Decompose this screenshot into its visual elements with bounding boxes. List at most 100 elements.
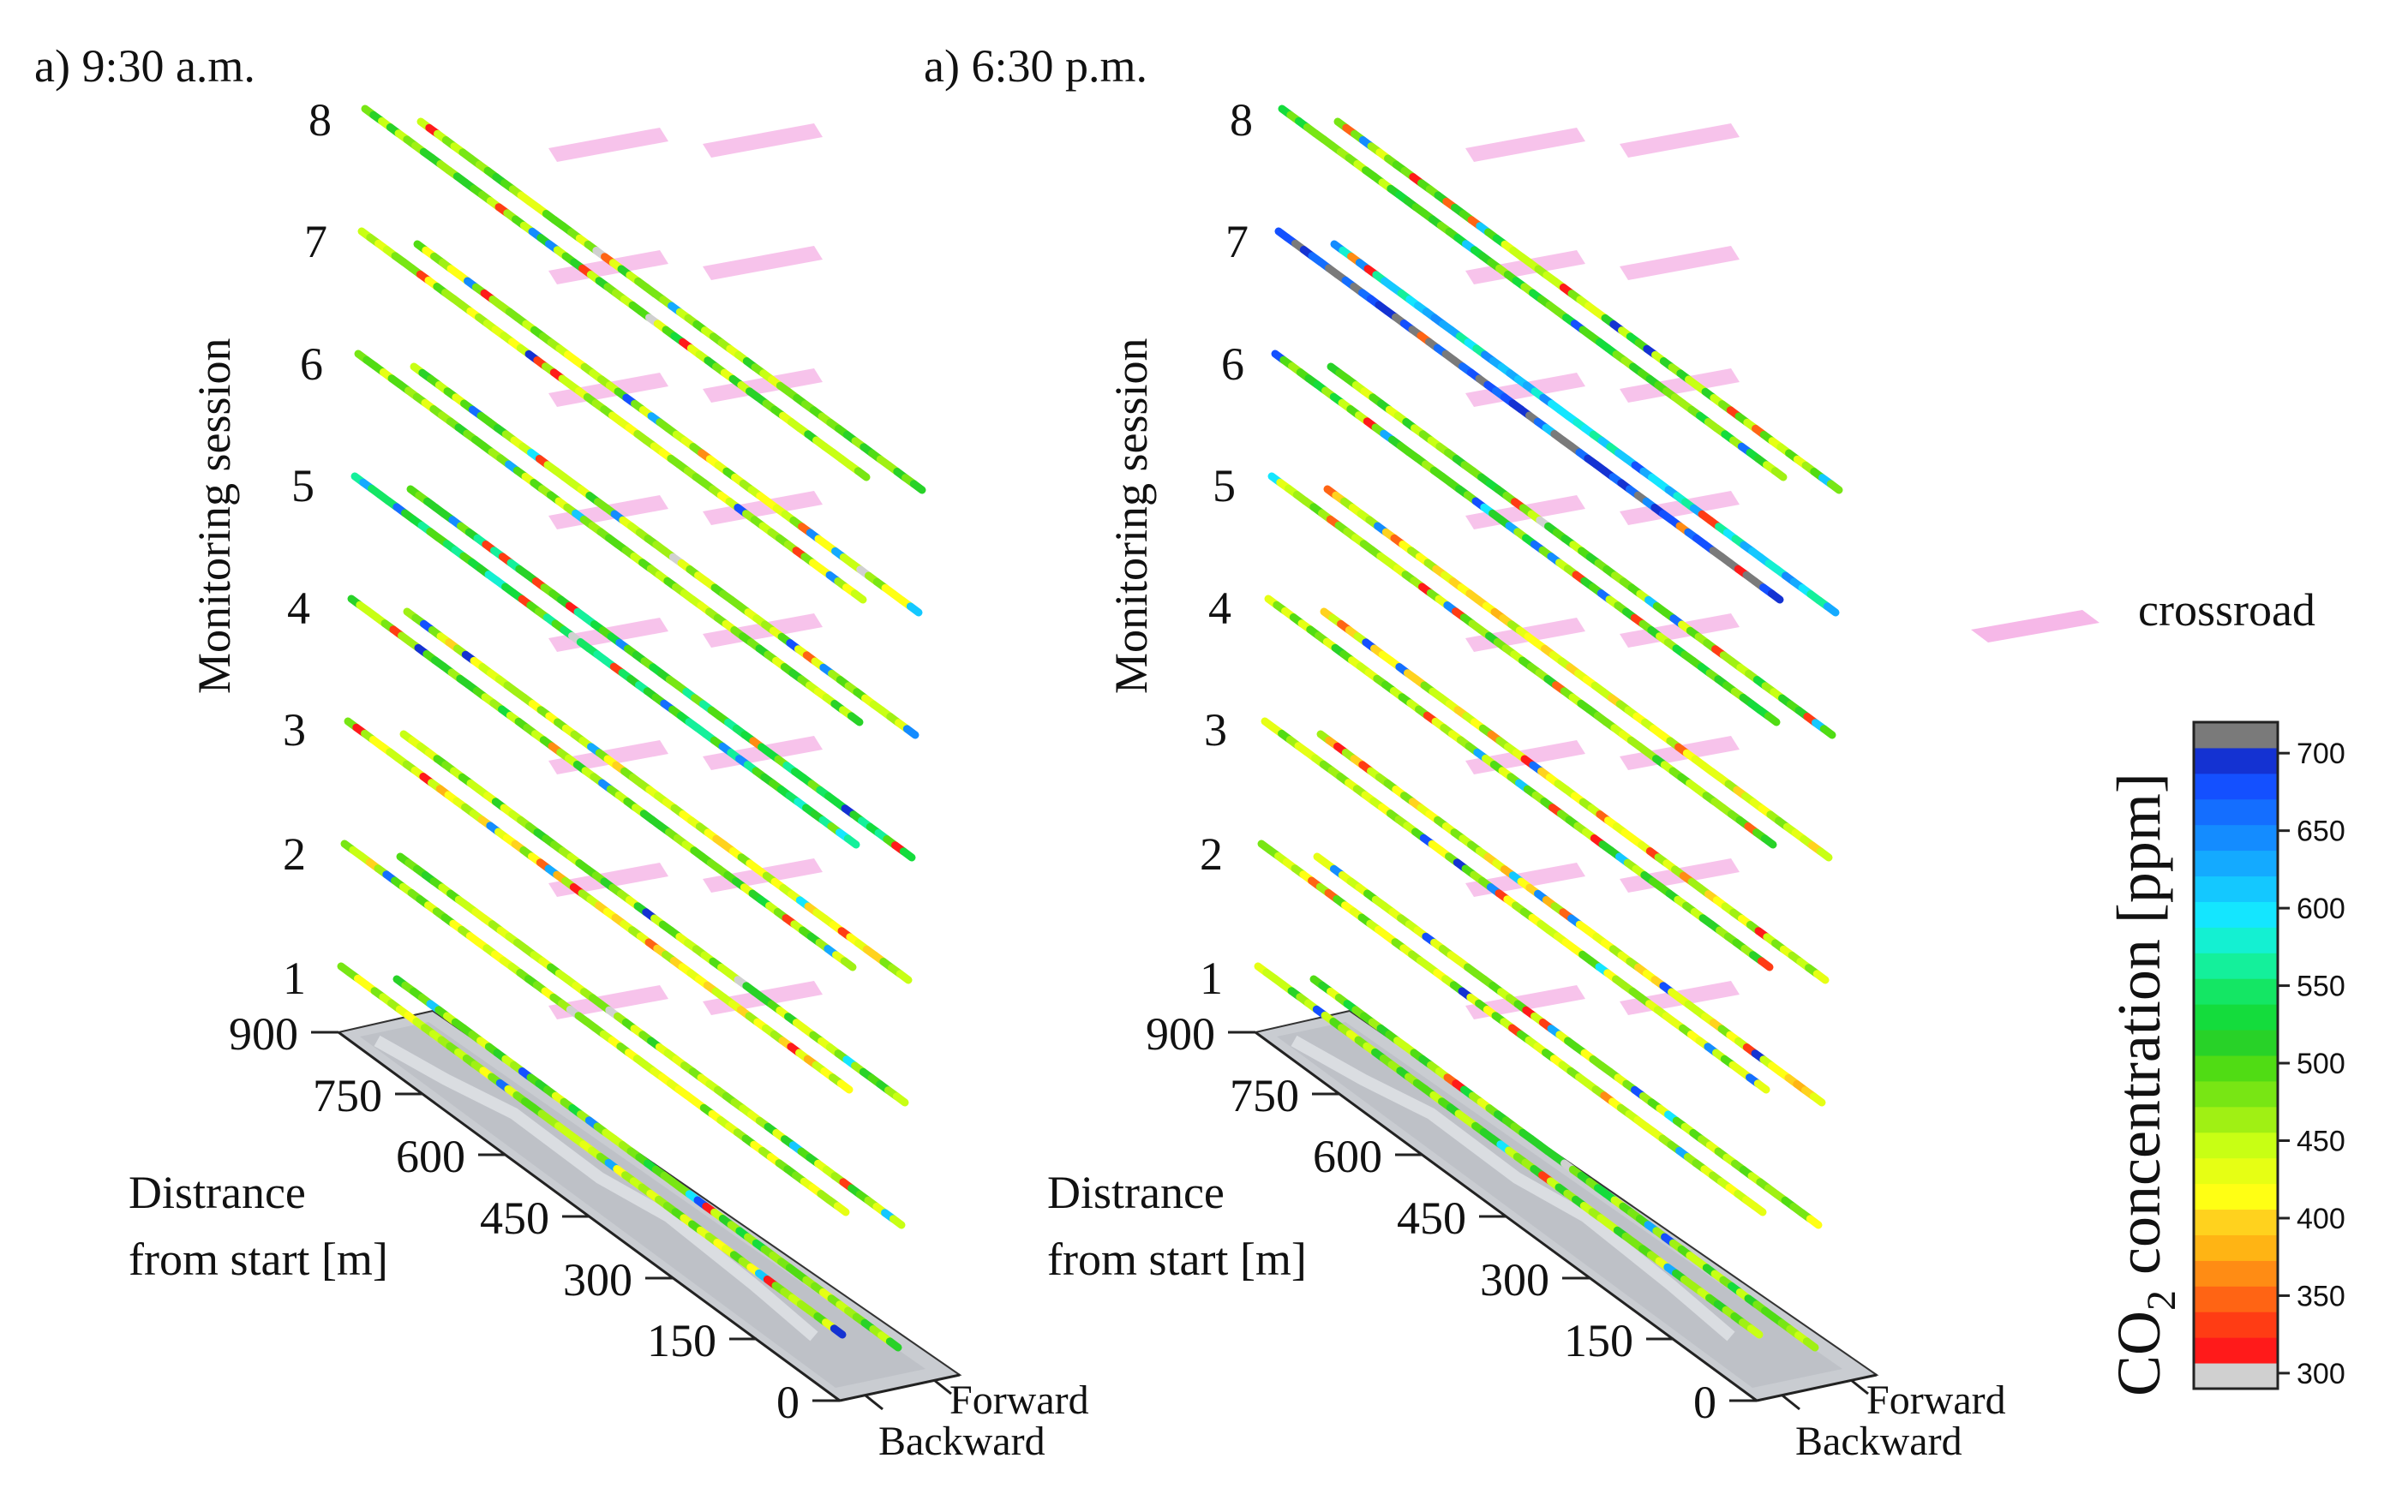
crossroad-marker [1620,246,1740,280]
session-label-3: 3 [1204,704,1227,756]
colorbar-title: CO2 concentration [ppm] [2105,773,2184,1396]
co2-strip-segment [847,712,864,726]
crossroad-marker [1620,613,1740,648]
distance-label-evening-1: Distrance [1047,1167,1225,1218]
crossroad-marker [1620,736,1740,770]
session-label-7: 7 [304,216,327,267]
co2-strip-segment [909,480,926,494]
panel-title-morning: a) 9:30 a.m. [34,40,255,92]
session-labels-evening: 1 2 3 4 5 6 7 8 [1200,94,1253,1004]
distance-tick-300: 300 [563,1254,632,1306]
panel-morning: a) 9:30 a.m. Monitoring session 1 2 3 4 … [34,40,1089,1464]
colorbar-segment [2194,1157,2278,1185]
session-label-2: 2 [283,828,306,880]
colorbar-segment [2194,1312,2278,1338]
session-label-3: 3 [283,704,306,756]
colorbar-segment [2194,1209,2278,1235]
colorbar-segment [2194,1183,2278,1210]
direction-axis-tick [1782,1394,1800,1411]
colorbar-frame [2192,720,2279,1390]
co2-strip-segment [1809,1092,1826,1107]
session-label-2: 2 [1200,828,1223,880]
co2-strip-segment [906,602,923,617]
distance-tick-300: 300 [1480,1254,1549,1306]
colorbar-segment [2194,1363,2278,1389]
distance-label-morning-2: from start [m] [129,1234,388,1285]
crossroad-marker [703,613,823,648]
session-label-8: 8 [1230,94,1253,146]
distance-tick-0: 0 [776,1377,800,1428]
distance-tick-150: 150 [647,1315,716,1366]
distance-tick-150: 150 [1564,1315,1633,1366]
session-label-1: 1 [283,953,306,1004]
colorbar-segment [2194,1106,2278,1133]
colorbar-segment [2194,1080,2278,1108]
session-label-4: 4 [287,583,310,634]
session-label-6: 6 [300,338,323,390]
co2-strip-segment [1806,1215,1823,1229]
distance-axis-morning: 0 150 300 450 600 750 900 [229,1008,841,1428]
colorbar-segment [2194,850,2278,877]
colorbar-segments [2194,722,2278,1389]
co2-strip-segment [889,1215,906,1229]
crossroad-marker [1465,985,1585,1019]
crossroad-marker [1465,128,1585,162]
colorbar-title-suffix: concentration [ppm] [2105,773,2173,1290]
colorbar-segment [2194,798,2278,826]
crossroad-marker [703,368,823,403]
colorbar-tick-label: 350 [2297,1280,2345,1312]
distance-tick-900: 900 [229,1008,298,1060]
crossroad-marker [703,491,823,525]
crossroad-legend-label: crossroad [2138,584,2315,636]
colorbar-segment [2194,901,2278,928]
session-label-8: 8 [308,94,332,146]
crossroad-marker [703,123,823,158]
crossroad-marker [703,736,823,770]
distance-tick-0: 0 [1693,1377,1716,1428]
co2-strip-segment [840,957,857,971]
direction-axis-morning: Forward Backward [839,1373,1089,1464]
colorbar-title-subscript: 2 [2139,1290,2184,1311]
colorbar-segment [2194,1030,2278,1056]
co2-strip-segment [1764,712,1781,726]
colorbar-segment [2194,1132,2278,1159]
colorbar-segment [2194,1260,2278,1287]
colorbar-segment [2194,876,2278,902]
session-label-7: 7 [1225,216,1249,267]
co2-strip-segment [1750,1202,1767,1216]
map-plane-texture-line [374,1035,818,1342]
co2-strip-segment [1819,725,1836,739]
colorbar-segment [2194,1337,2278,1364]
session-label-1: 1 [1200,953,1223,1004]
distance-tick-600: 600 [396,1131,465,1182]
distance-tick-900: 900 [1146,1008,1215,1060]
colorbar-ticks: 300 350 400 450 500 550 600 650 700 [2278,738,2345,1390]
colorbar-segment [2194,824,2278,852]
crossroad-marker [548,128,668,162]
colorbar-segment [2194,1286,2278,1312]
co2-strip-segment [1826,480,1843,494]
colorbar-tick-label: 700 [2297,738,2345,770]
co2-strips-morning [337,105,926,1352]
direction-label-forward: Forward [1866,1378,2006,1423]
y-axis-label-morning: Monitoring session [189,338,240,694]
panel-title-evening: a) 6:30 p.m. [924,40,1147,92]
co2-strip-segment [836,1079,854,1094]
co2-strip-segment [843,834,860,849]
co2-strip-segment [1816,847,1833,862]
session-labels-morning: 1 2 3 4 5 6 7 8 [283,94,332,1004]
co2-strip-segment [1746,1324,1764,1339]
crossroad-marker [1465,373,1585,407]
distance-tick-750: 750 [313,1070,382,1121]
colorbar-segment [2194,722,2278,749]
crossroad-legend-swatch [1971,610,2100,642]
colorbar: 300 350 400 450 500 550 600 650 700 CO2 concentr… [2105,720,2345,1396]
distance-label-evening-2: from start [m] [1047,1234,1307,1285]
colorbar-segment [2194,978,2278,1005]
co2-strip-segment [1770,467,1788,481]
direction-axis-tick [1850,1378,1869,1395]
colorbar-tick-label: 600 [2297,893,2345,925]
colorbar-tick-label: 400 [2297,1203,2345,1235]
co2-strip-segment [1757,957,1774,971]
